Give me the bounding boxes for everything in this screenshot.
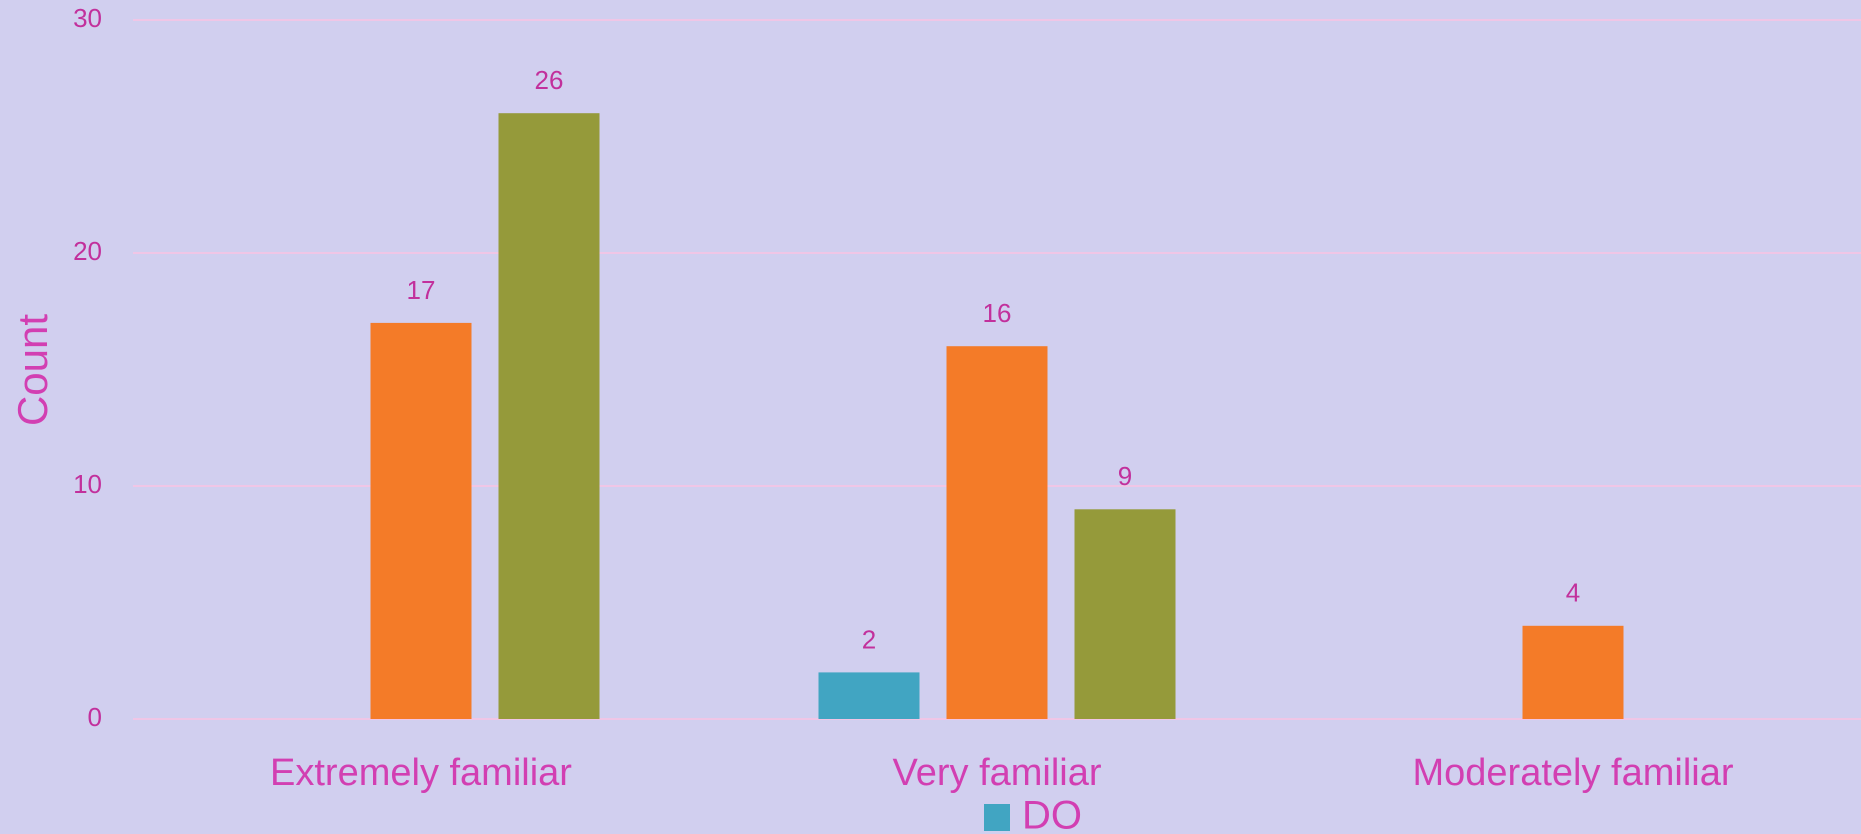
legend-label: DO: [1022, 794, 1082, 834]
bar: [818, 672, 920, 719]
x-tick-label: Very familiar: [892, 752, 1101, 794]
y-tick-label: 30: [73, 3, 102, 33]
x-tick-label: Moderately familiar: [1413, 752, 1734, 794]
bar: [498, 113, 600, 719]
data-label: 16: [983, 298, 1012, 328]
data-label: 17: [407, 275, 436, 305]
y-axis-label: Count: [9, 314, 56, 426]
legend-swatch: [984, 804, 1010, 831]
y-tick-label: 10: [73, 469, 102, 499]
data-label: 9: [1118, 461, 1132, 491]
bar: [1522, 625, 1624, 719]
x-tick-label: Extremely familiar: [270, 752, 572, 794]
bar: [370, 322, 472, 719]
y-tick-label: 20: [73, 236, 102, 266]
bar: [1074, 509, 1176, 719]
data-label: 2: [862, 624, 876, 654]
data-label: 26: [535, 65, 564, 95]
bar: [946, 346, 1048, 719]
y-tick-label: 0: [88, 702, 102, 732]
data-label: 4: [1566, 578, 1580, 608]
